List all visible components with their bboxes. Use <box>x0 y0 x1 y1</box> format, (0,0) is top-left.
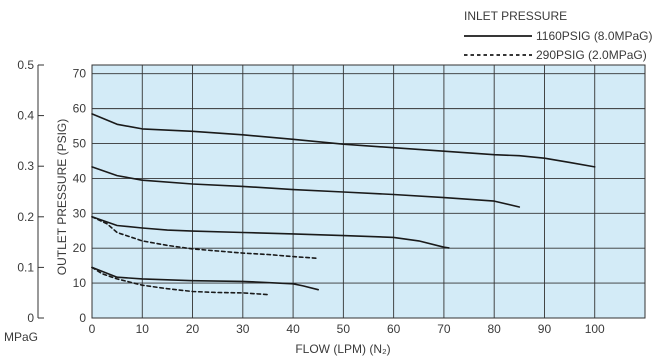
y-tick-label: 60 <box>73 102 87 116</box>
x-tick-label: 20 <box>186 322 200 336</box>
solid-curve-0 <box>91 113 596 168</box>
y-tick-labels: 0 10 20 30 40 50 60 70 <box>73 67 87 325</box>
mpag-tick-label: 0 <box>27 311 34 325</box>
mpag-tick-label: 0.1 <box>17 260 34 274</box>
x-tick-label: 70 <box>437 322 451 336</box>
legend-entry-1160psig: 1160PSIG (8.0MPaG) <box>536 29 653 43</box>
x-tick-labels: 0 10 20 30 40 50 60 70 80 90 100 <box>89 322 605 336</box>
mpag-tick-label: 0.4 <box>17 109 34 123</box>
y-tick-label: 10 <box>73 276 87 290</box>
legend-entry-290psig: 290PSIG (2.0MPaG) <box>536 48 647 62</box>
mpag-tick-label: 0.3 <box>17 159 34 173</box>
y2-axis-title: MPaG <box>4 330 38 344</box>
solid-curve-2 <box>91 216 450 249</box>
mpag-axis: 0 0.1 0.2 0.3 0.4 0.5 <box>17 58 44 325</box>
y-tick-label: 20 <box>73 241 87 255</box>
legend-title: INLET PRESSURE <box>464 9 567 23</box>
y-tick-label: 70 <box>73 67 87 81</box>
x-tick-label: 90 <box>538 322 552 336</box>
y-tick-label: 30 <box>73 206 87 220</box>
x-tick-label: 60 <box>387 322 401 336</box>
y-tick-label: 40 <box>73 171 87 185</box>
legend: INLET PRESSURE 1160PSIG (8.0MPaG) 290PSI… <box>464 9 653 62</box>
x-tick-label: 100 <box>585 322 605 336</box>
x-tick-label: 30 <box>236 322 250 336</box>
x-tick-label: 0 <box>89 322 96 336</box>
x-tick-label: 50 <box>337 322 351 336</box>
series-layer <box>91 113 596 296</box>
x-tick-label: 80 <box>488 322 502 336</box>
y-axis-title: OUTLET PRESSURE (PSIG) <box>55 119 69 275</box>
x-tick-label: 10 <box>136 322 150 336</box>
y-tick-label: 0 <box>79 311 86 325</box>
mpag-tick-label: 0.2 <box>17 210 34 224</box>
vertical-gridlines <box>141 65 596 318</box>
plot-border <box>91 64 646 319</box>
horizontal-gridlines <box>92 73 645 284</box>
dashed-curve-4 <box>91 216 319 260</box>
x-tick-label: 40 <box>286 322 300 336</box>
solid-curve-1 <box>91 166 521 208</box>
dashed-curve-5 <box>91 266 269 296</box>
solid-curve-3 <box>91 266 319 291</box>
mpag-tick-label: 0.5 <box>17 58 34 72</box>
y-tick-label: 50 <box>73 137 87 151</box>
plot-area <box>92 65 645 318</box>
x-axis-title: FLOW (LPM) (N₂) <box>295 342 390 356</box>
